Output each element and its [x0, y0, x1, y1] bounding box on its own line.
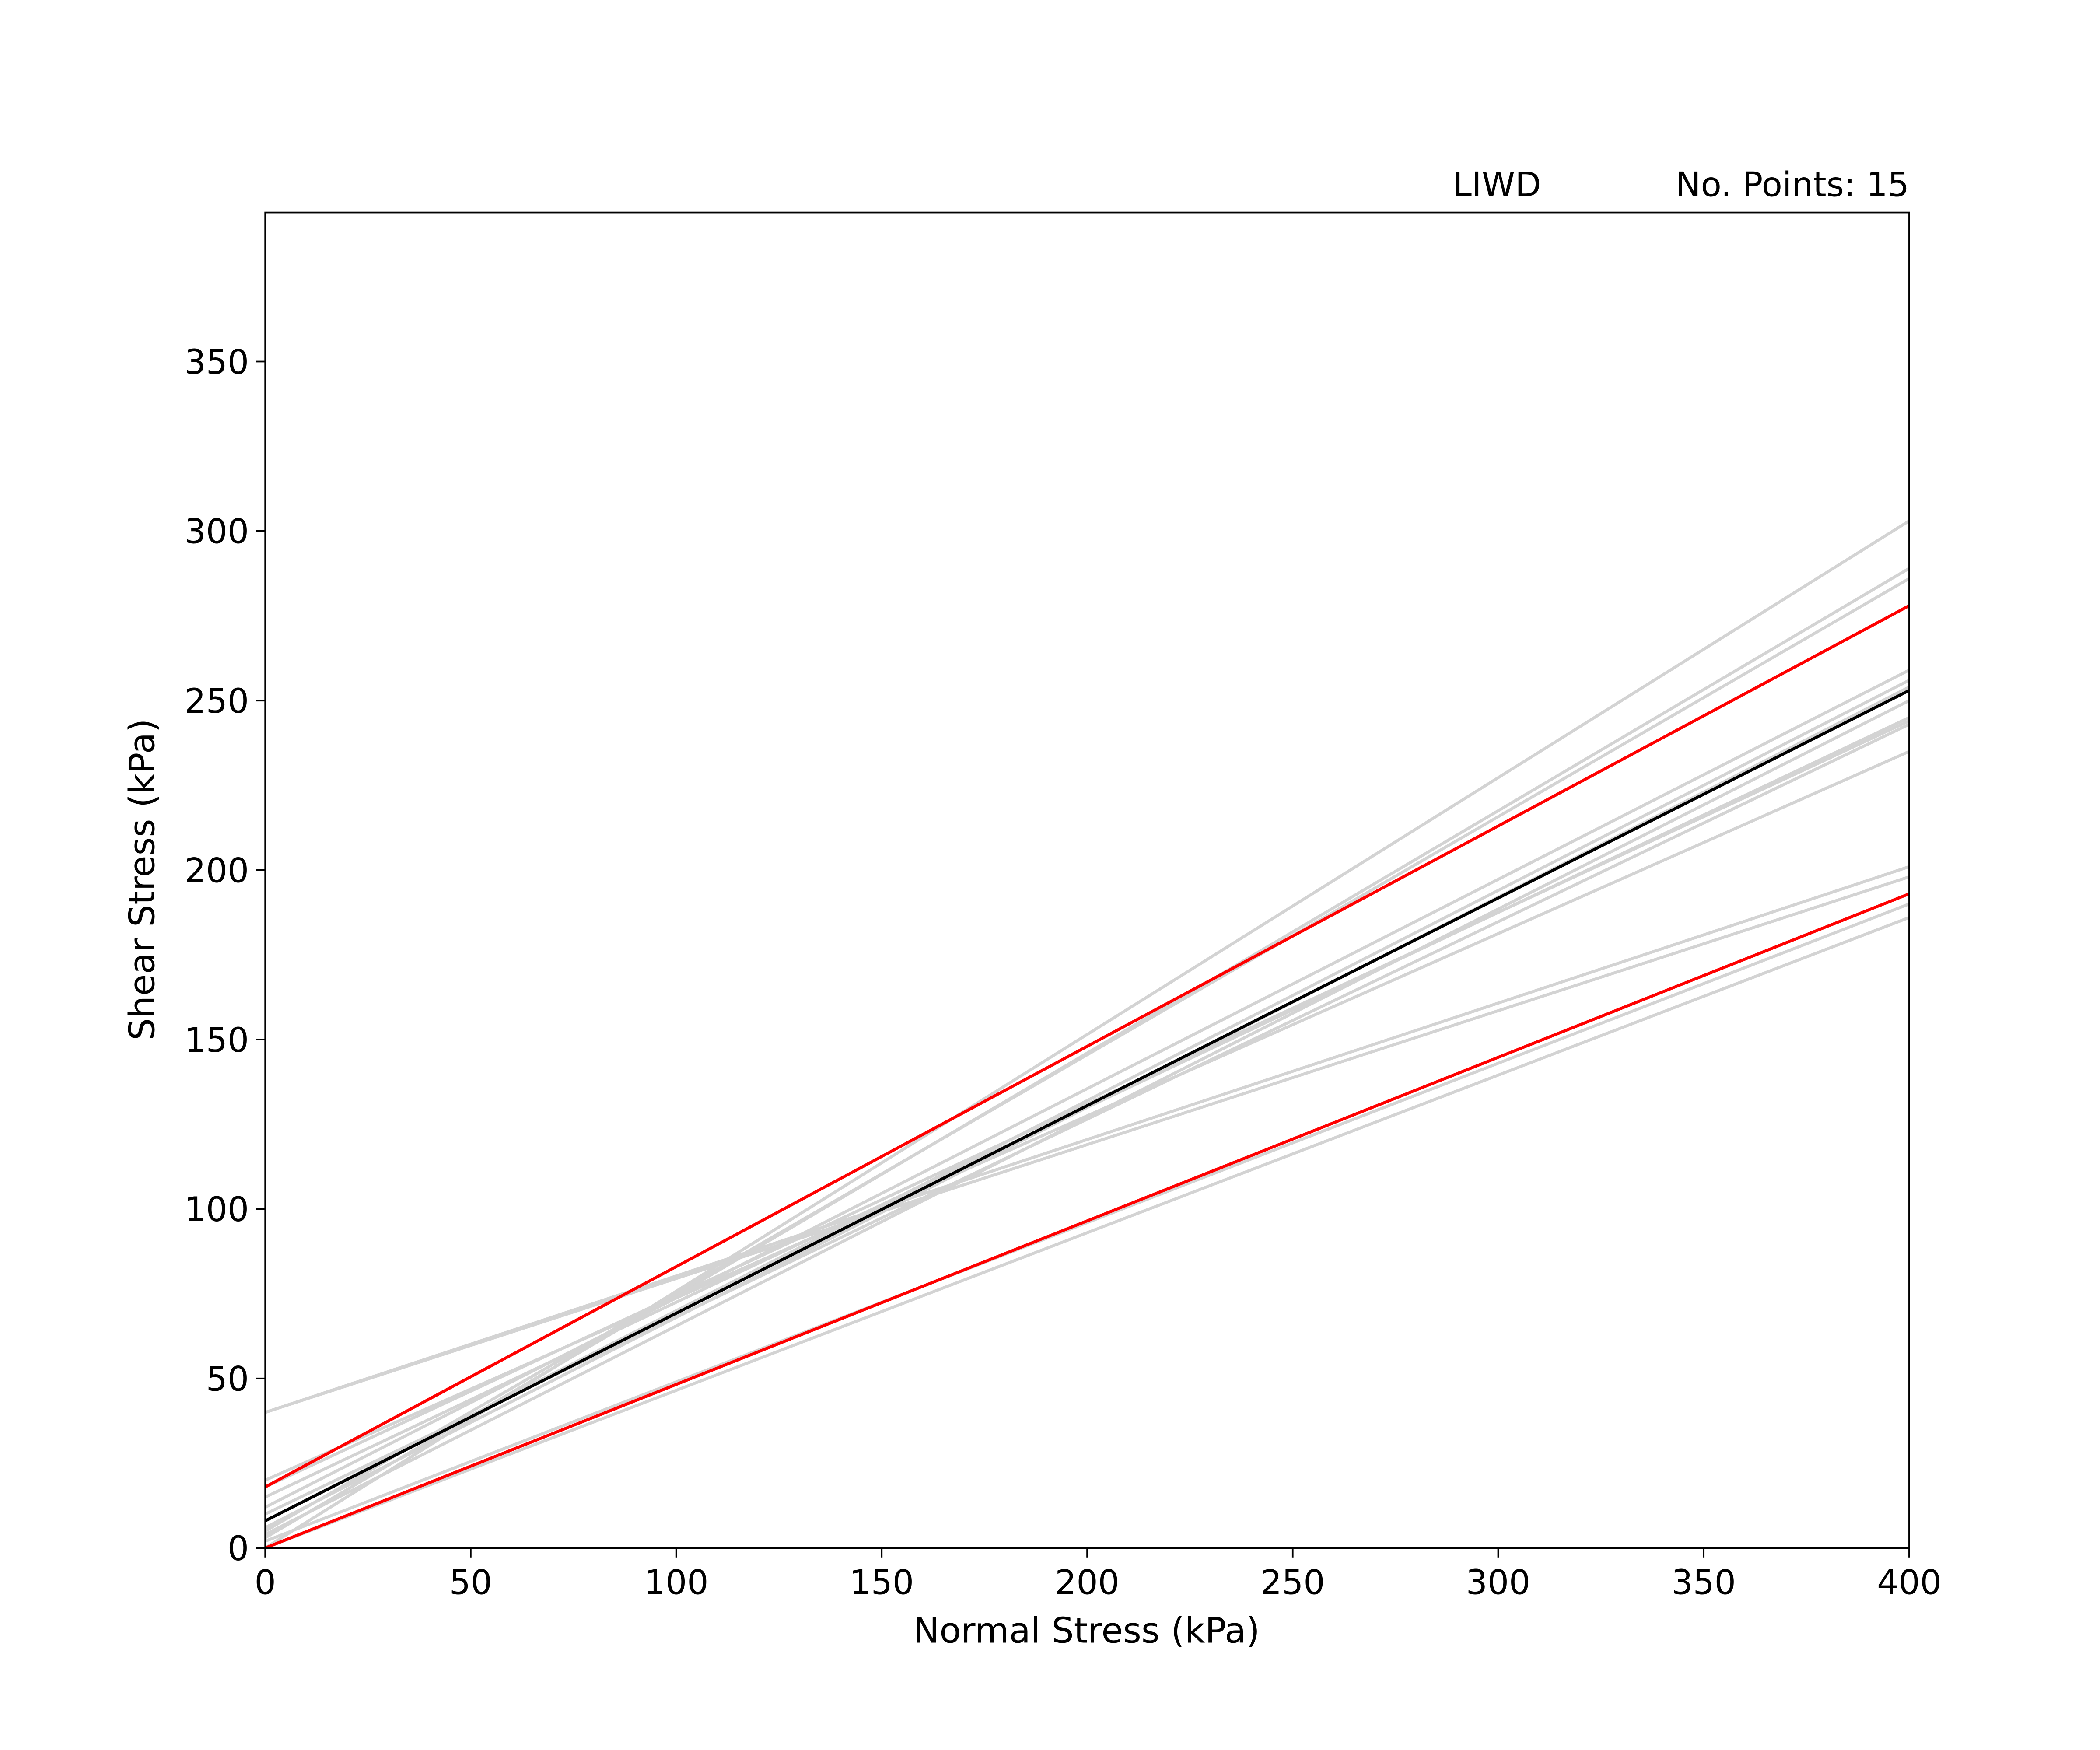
fit-line — [264, 719, 1910, 1488]
annotation: No. Points: 15 — [1676, 165, 1909, 204]
fit-line — [264, 699, 1910, 1536]
annotation: LIWD — [1453, 165, 1541, 204]
fit-line — [264, 916, 1910, 1550]
x-axis-label: Normal Stress (kPa) — [913, 1610, 1260, 1651]
y-tick-label: 100 — [185, 1190, 249, 1229]
x-tick-label: 350 — [1671, 1563, 1736, 1602]
plot-frame — [264, 211, 1910, 1549]
y-tick-label: 0 — [228, 1529, 249, 1568]
fit-line — [264, 902, 1910, 1543]
y-axis-label: Shear Stress (kPa) — [122, 719, 163, 1040]
x-tick-label: 100 — [644, 1563, 709, 1602]
x-tick-label: 150 — [850, 1563, 914, 1602]
fit-line — [264, 689, 1910, 1522]
x-tick-label: 400 — [1877, 1563, 1942, 1602]
y-tick-label: 200 — [185, 851, 249, 890]
y-tick-label: 50 — [206, 1360, 249, 1399]
x-tick-label: 250 — [1260, 1563, 1325, 1602]
x-tick-label: 50 — [449, 1563, 492, 1602]
y-tick-label: 250 — [185, 682, 249, 721]
y-tick-label: 350 — [185, 343, 249, 382]
x-tick-label: 200 — [1055, 1563, 1120, 1602]
x-tick-label: 300 — [1466, 1563, 1531, 1602]
fit-line — [265, 865, 1910, 1414]
x-tick-label: 0 — [255, 1563, 276, 1602]
fit-line — [264, 577, 1910, 1533]
y-tick-label: 150 — [185, 1021, 249, 1060]
y-tick-label: 300 — [185, 512, 249, 552]
fit-line — [265, 875, 1910, 1414]
fit-line — [264, 892, 1910, 1550]
fit-line — [264, 679, 1910, 1522]
fit-line — [264, 604, 1910, 1488]
